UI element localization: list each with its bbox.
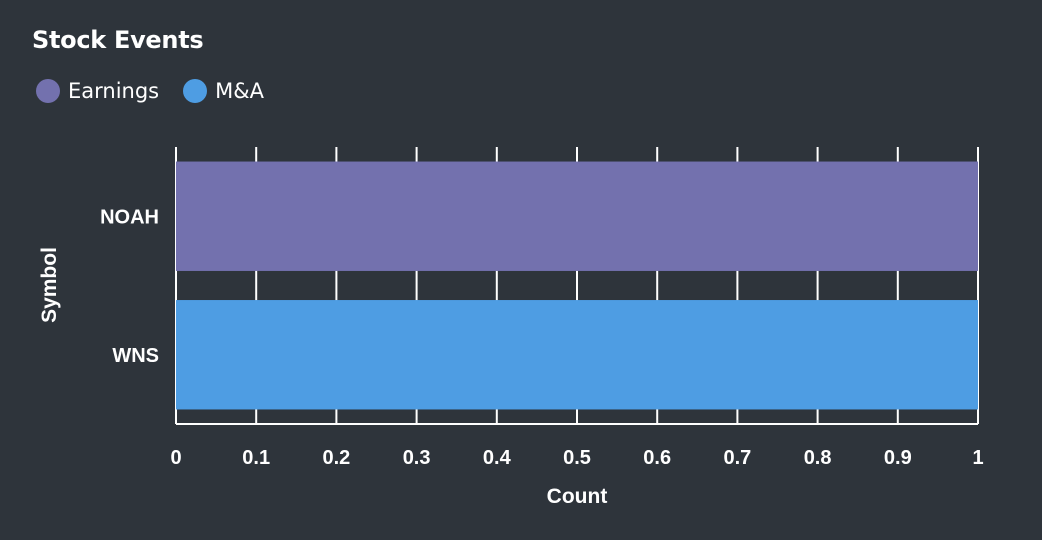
x-tick-label: 0.9: [884, 447, 912, 469]
x-tick-label: 0.2: [322, 447, 350, 469]
bar-wns-ma: [176, 300, 978, 410]
x-tick-label: 1: [972, 447, 983, 469]
axes: 0 0.1 0.2 0.3 0.4 0.5 0.6 0.7 0.8 0.9 1 NOAH WNS: [100, 206, 983, 469]
y-axis-title: Symbol: [38, 247, 61, 323]
y-tick-label: NOAH: [100, 206, 159, 228]
x-tick-label: 0.6: [643, 447, 671, 469]
x-tick-label: 0.8: [804, 447, 832, 469]
y-tick-label: WNS: [112, 345, 159, 367]
legend-item-ma[interactable]: M&A: [183, 79, 264, 103]
legend-label-ma: M&A: [215, 79, 265, 103]
legend-label-earnings: Earnings: [68, 79, 160, 103]
x-tick-label: 0.7: [723, 447, 751, 469]
legend-swatch-earnings: [36, 79, 60, 103]
bars: [176, 161, 978, 410]
x-tick-label: 0.5: [563, 447, 591, 469]
x-tick-label: 0: [170, 447, 181, 469]
bar-noah-earnings: [176, 161, 978, 271]
chart-title: Stock Events: [32, 26, 204, 54]
legend-item-earnings[interactable]: Earnings: [36, 79, 159, 103]
x-tick-label: 0.4: [483, 447, 512, 469]
legend-swatch-ma: [183, 79, 208, 103]
legend: Earnings M&A: [36, 79, 288, 103]
x-axis-title: Count: [547, 485, 608, 508]
x-tick-label: 0.1: [242, 447, 270, 469]
x-tick-label: 0.3: [403, 447, 431, 469]
